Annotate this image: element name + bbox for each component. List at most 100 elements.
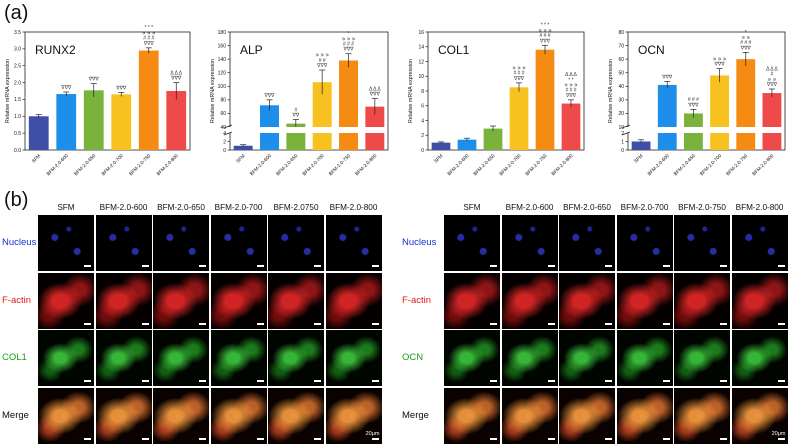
axis-break-mark — [621, 131, 631, 136]
scale-bar — [84, 265, 91, 267]
significance-mark: # — [771, 72, 774, 78]
scale-bar — [490, 322, 497, 325]
micrograph-col1-5 — [325, 330, 382, 386]
micrograph-ocn-0 — [444, 330, 500, 386]
significance-mark: # # # — [143, 36, 154, 42]
row-label-merge: Merge — [402, 409, 429, 421]
x-tick-label: BFM-2.0-600 — [46, 153, 70, 177]
micrograph-merge-5: 20μm — [325, 387, 382, 444]
scale-bar — [84, 322, 91, 325]
bar — [631, 141, 651, 150]
significance-mark: Δ Δ Δ — [766, 66, 778, 72]
chart-col1: COL1 Relative mRNA expression 0 2 4 6 8 10 12 14 1… — [408, 23, 585, 177]
bar — [457, 139, 477, 150]
scale-bar — [777, 322, 785, 325]
bar — [710, 75, 730, 150]
scale-bar — [84, 437, 91, 440]
micrograph-nucleus-2 — [153, 215, 209, 271]
micrograph-col1-2 — [153, 330, 209, 386]
y-tick-label: 3.5 — [14, 30, 21, 36]
significance-mark: * — [348, 31, 350, 37]
y-tick-label: 0 — [621, 148, 624, 154]
x-tick-label: BFM-2.0-800 — [156, 153, 180, 177]
x-tick-label: BFM-2.0-600 — [647, 153, 671, 177]
chart-title: ALP — [240, 43, 263, 57]
plot-frame — [24, 31, 191, 151]
y-tick-label: 12 — [418, 59, 424, 65]
micrograph-nucleus-5 — [731, 215, 788, 271]
scale-bar — [605, 380, 612, 382]
row-label-col1: COL1 — [2, 352, 27, 363]
y-axis-label: Relative mRNA expression — [210, 59, 216, 123]
y-tick-label: 2 — [421, 133, 424, 139]
y-tick-label: 60 — [618, 57, 624, 63]
y-tick-label: 0.0 — [14, 148, 21, 154]
scale-bar — [256, 322, 264, 325]
y-axis-label: Relative mRNA expression — [608, 59, 614, 123]
x-tick-label: SFM — [633, 153, 644, 164]
y-tick-label: 80 — [618, 30, 624, 36]
scale-bar — [256, 380, 264, 382]
significance-mark: ∍ ∍ — [768, 77, 777, 83]
y-tick-label: 40 — [220, 125, 226, 131]
y-tick-label: 1 — [621, 139, 624, 145]
micrograph-f-actin-4 — [674, 272, 730, 329]
significance-mark: ∇∇∇ — [342, 47, 354, 53]
bar — [431, 142, 451, 150]
y-tick-label: 0.5 — [14, 131, 21, 137]
scale-bar — [141, 380, 149, 382]
micrograph-ocn-1 — [501, 330, 558, 386]
micrograph-ocn-5 — [731, 330, 788, 386]
chart-ocn: OCN Relative mRNA expression 0 1 210 20 30 40 50… — [608, 30, 786, 177]
y-tick-label: 80 — [220, 98, 226, 104]
y-tick-label: 100 — [218, 84, 227, 90]
scale-bar — [84, 380, 91, 382]
significance-mark: ∇∇∇ — [316, 63, 328, 69]
column-header: BFM-2.0-650 — [157, 203, 205, 212]
micrograph-f-actin-3 — [210, 272, 267, 329]
micrograph-f-actin-1 — [501, 272, 558, 329]
significance-mark: # # # — [343, 42, 354, 48]
scale-bar — [314, 322, 321, 325]
row-label-ocn: OCN — [402, 352, 424, 363]
significance-mark: Δ Δ Δ — [565, 72, 577, 78]
significance-mark: ∇∇∇ — [766, 82, 778, 88]
x-tick-label: BFM-2.0-700 — [101, 153, 125, 177]
scale-bar — [777, 380, 785, 382]
scale-bar — [371, 322, 379, 325]
scale-bar — [720, 437, 727, 440]
bar — [509, 87, 529, 150]
x-tick-label: BFM-2.0-650 — [73, 153, 97, 177]
significance-mark: ∍ ∍ ∍ — [315, 53, 329, 59]
y-axis-label: Relative mRNA expression — [5, 59, 11, 123]
micrograph-f-actin-4 — [268, 272, 324, 329]
scale-bar — [141, 437, 149, 440]
significance-mark: ∇∇ — [291, 113, 299, 119]
x-tick-label: BFM-2.0-750 — [725, 153, 749, 177]
micrograph-merge-1 — [501, 387, 558, 444]
row-label-f-actin: F-actin — [2, 294, 32, 306]
x-tick-label: BFM-2.0-650 — [275, 153, 299, 177]
column-header: BFM-2.0-750 — [678, 203, 726, 212]
micrograph-nucleus-1 — [501, 215, 558, 271]
micrograph-merge-2 — [153, 387, 209, 444]
y-tick-label: 70 — [618, 43, 624, 49]
y-tick-label: 8 — [421, 89, 424, 95]
y-tick-label: 4 — [223, 131, 226, 137]
significance-mark: # — [294, 107, 297, 113]
column-header: BFM-2.0-650 — [563, 203, 611, 212]
scale-bar — [547, 437, 555, 440]
y-tick-label: 1.5 — [14, 97, 21, 103]
micrograph-col1-1 — [95, 330, 152, 386]
axis-break-mark — [223, 131, 233, 136]
axis-break-mark — [621, 124, 631, 129]
scale-bar — [314, 265, 321, 267]
micrograph-nucleus-3 — [210, 215, 267, 271]
x-tick-label: BFM-2.0-800 — [550, 153, 574, 177]
scale-bar — [662, 437, 670, 440]
significance-mark: ∇∇∇ — [740, 45, 752, 51]
micrograph-f-actin-2 — [559, 272, 615, 329]
axis-break-gap — [624, 127, 784, 133]
y-axis-label: Relative mRNA expression — [408, 59, 414, 123]
y-tick-label: 10 — [618, 125, 624, 131]
